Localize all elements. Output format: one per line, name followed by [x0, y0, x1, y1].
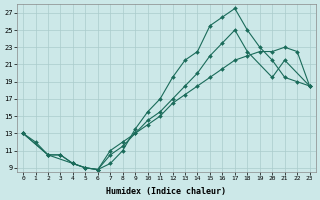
X-axis label: Humidex (Indice chaleur): Humidex (Indice chaleur) [106, 187, 226, 196]
